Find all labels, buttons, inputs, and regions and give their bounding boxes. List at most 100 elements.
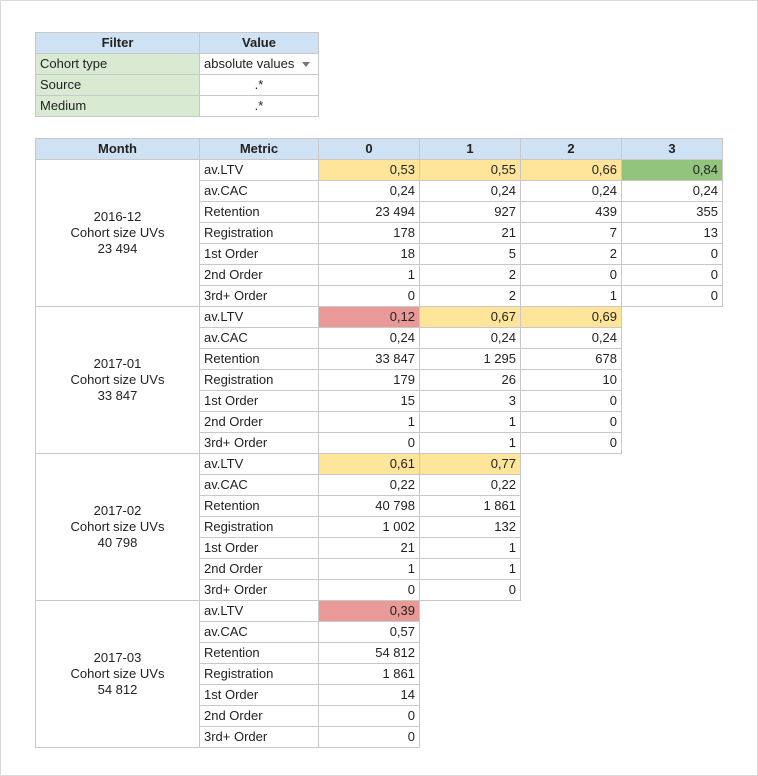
value-cell[interactable]: 0 — [520, 390, 622, 412]
value-cell[interactable]: 178 — [318, 222, 420, 244]
metric-cell[interactable]: 2nd Order — [199, 558, 319, 580]
value-cell[interactable]: 1 861 — [318, 663, 420, 685]
cohort-month-cell[interactable]: 2017-03 Cohort size UVs 54 812 — [35, 600, 200, 748]
cohort-month-cell[interactable]: 2017-02 Cohort size UVs 40 798 — [35, 453, 200, 601]
value-cell[interactable]: 21 — [419, 222, 521, 244]
metric-cell[interactable]: av.CAC — [199, 180, 319, 202]
value-cell[interactable]: 5 — [419, 243, 521, 265]
metric-cell[interactable]: 3rd+ Order — [199, 726, 319, 748]
value-cell[interactable]: 0,24 — [318, 180, 420, 202]
metric-cell[interactable]: 3rd+ Order — [199, 285, 319, 307]
metric-cell[interactable]: 2nd Order — [199, 411, 319, 433]
metric-cell[interactable]: av.CAC — [199, 621, 319, 643]
metric-cell[interactable]: Registration — [199, 222, 319, 244]
metric-cell[interactable]: av.LTV — [199, 453, 319, 475]
metric-cell[interactable]: 3rd+ Order — [199, 579, 319, 601]
value-cell[interactable]: 13 — [621, 222, 723, 244]
value-cell[interactable]: 0 — [621, 243, 723, 265]
metric-cell[interactable]: 1st Order — [199, 243, 319, 265]
value-cell[interactable]: 0,24 — [520, 180, 622, 202]
value-cell[interactable]: 18 — [318, 243, 420, 265]
metric-cell[interactable]: Retention — [199, 348, 319, 370]
value-cell[interactable]: 0 — [318, 285, 420, 307]
value-cell[interactable]: 0 — [318, 705, 420, 727]
value-cell[interactable]: 0 — [520, 432, 622, 454]
value-cell[interactable]: 7 — [520, 222, 622, 244]
value-cell[interactable]: 40 798 — [318, 495, 420, 517]
metric-cell[interactable]: 2nd Order — [199, 705, 319, 727]
value-cell[interactable]: 0,24 — [419, 180, 521, 202]
value-cell[interactable]: 0 — [318, 726, 420, 748]
value-cell[interactable]: 2 — [520, 243, 622, 265]
value-cell[interactable]: 10 — [520, 369, 622, 391]
value-cell[interactable]: 0,84 — [621, 159, 723, 181]
value-cell[interactable]: 0,61 — [318, 453, 420, 475]
value-cell[interactable]: 1 — [318, 558, 420, 580]
value-cell[interactable]: 0 — [520, 264, 622, 286]
value-cell[interactable]: 0 — [318, 432, 420, 454]
value-cell[interactable]: 0,53 — [318, 159, 420, 181]
value-cell[interactable]: 26 — [419, 369, 521, 391]
metric-cell[interactable]: Retention — [199, 201, 319, 223]
value-cell[interactable]: 0,12 — [318, 306, 420, 328]
metric-cell[interactable]: Retention — [199, 495, 319, 517]
value-cell[interactable]: 355 — [621, 201, 723, 223]
value-cell[interactable]: 0 — [621, 264, 723, 286]
cohort-month-cell[interactable]: 2016-12 Cohort size UVs 23 494 — [35, 159, 200, 307]
value-cell[interactable]: 1 — [318, 411, 420, 433]
value-cell[interactable]: 0,67 — [419, 306, 521, 328]
value-cell[interactable]: 0,39 — [318, 600, 420, 622]
value-cell[interactable]: 0,24 — [520, 327, 622, 349]
metric-cell[interactable]: av.LTV — [199, 600, 319, 622]
metric-cell[interactable]: av.CAC — [199, 327, 319, 349]
metric-cell[interactable]: 3rd+ Order — [199, 432, 319, 454]
value-cell[interactable]: 0,69 — [520, 306, 622, 328]
value-cell[interactable]: 1 — [419, 411, 521, 433]
value-cell[interactable]: 15 — [318, 390, 420, 412]
value-cell[interactable]: 1 — [419, 558, 521, 580]
metric-cell[interactable]: av.CAC — [199, 474, 319, 496]
metric-cell[interactable]: Registration — [199, 663, 319, 685]
metric-cell[interactable]: 1st Order — [199, 390, 319, 412]
value-cell[interactable]: 0,22 — [318, 474, 420, 496]
value-cell[interactable]: 179 — [318, 369, 420, 391]
value-cell[interactable]: 0,24 — [621, 180, 723, 202]
value-cell[interactable]: 0,24 — [419, 327, 521, 349]
metric-cell[interactable]: Registration — [199, 369, 319, 391]
metric-cell[interactable]: av.LTV — [199, 159, 319, 181]
value-cell[interactable]: 1 — [419, 432, 521, 454]
value-cell[interactable]: 0 — [419, 579, 521, 601]
value-cell[interactable]: 0 — [520, 411, 622, 433]
value-cell[interactable]: 0 — [621, 285, 723, 307]
value-cell[interactable]: 1 — [318, 264, 420, 286]
cohort-month-cell[interactable]: 2017-01 Cohort size UVs 33 847 — [35, 306, 200, 454]
dropdown-arrow-icon[interactable] — [302, 62, 310, 67]
value-cell[interactable]: 2 — [419, 285, 521, 307]
value-cell[interactable]: 21 — [318, 537, 420, 559]
value-cell[interactable]: 14 — [318, 684, 420, 706]
value-cell[interactable]: 0 — [318, 579, 420, 601]
metric-cell[interactable]: 1st Order — [199, 684, 319, 706]
value-cell[interactable]: 439 — [520, 201, 622, 223]
value-cell[interactable]: 1 — [520, 285, 622, 307]
value-cell[interactable]: 132 — [419, 516, 521, 538]
value-cell[interactable]: 2 — [419, 264, 521, 286]
value-cell[interactable]: 54 812 — [318, 642, 420, 664]
metric-cell[interactable]: Registration — [199, 516, 319, 538]
value-cell[interactable]: 23 494 — [318, 201, 420, 223]
metric-cell[interactable]: 1st Order — [199, 537, 319, 559]
value-cell[interactable]: 0,57 — [318, 621, 420, 643]
value-cell[interactable]: 0,66 — [520, 159, 622, 181]
value-cell[interactable]: 1 295 — [419, 348, 521, 370]
value-cell[interactable]: 1 002 — [318, 516, 420, 538]
value-cell[interactable]: 1 — [419, 537, 521, 559]
metric-cell[interactable]: Retention — [199, 642, 319, 664]
metric-cell[interactable]: 2nd Order — [199, 264, 319, 286]
value-cell[interactable]: 3 — [419, 390, 521, 412]
source-value-cell[interactable]: .* — [199, 74, 319, 96]
value-cell[interactable]: 927 — [419, 201, 521, 223]
value-cell[interactable]: 1 861 — [419, 495, 521, 517]
value-cell[interactable]: 0,77 — [419, 453, 521, 475]
value-cell[interactable]: 0,22 — [419, 474, 521, 496]
value-cell[interactable]: 0,24 — [318, 327, 420, 349]
